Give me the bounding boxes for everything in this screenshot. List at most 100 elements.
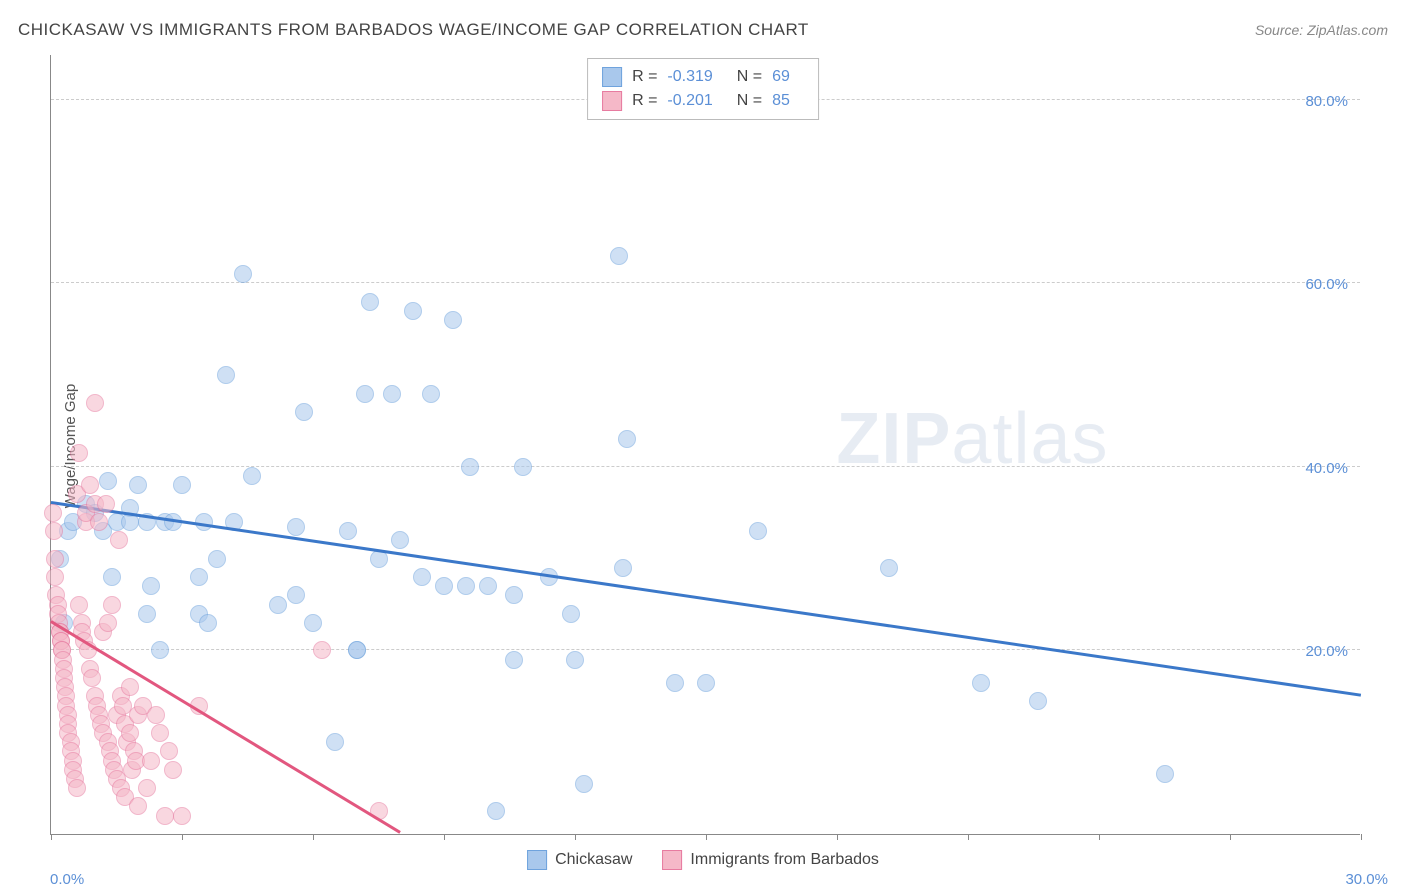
legend-label: Chickasaw: [555, 851, 632, 869]
data-point: [339, 522, 357, 540]
x-tick: [1361, 834, 1362, 840]
data-point: [610, 247, 628, 265]
watermark: ZIPatlas: [836, 398, 1108, 480]
data-point: [666, 674, 684, 692]
data-point: [46, 550, 64, 568]
legend-swatch: [602, 67, 622, 87]
legend-item: Chickasaw: [527, 850, 632, 870]
gridline: [51, 466, 1360, 467]
data-point: [269, 596, 287, 614]
data-point: [243, 467, 261, 485]
x-tick: [444, 834, 445, 840]
data-point: [156, 807, 174, 825]
data-point: [99, 614, 117, 632]
data-point: [151, 724, 169, 742]
r-label: R =: [632, 92, 657, 110]
data-point: [295, 403, 313, 421]
data-point: [129, 476, 147, 494]
chart-title: CHICKASAW VS IMMIGRANTS FROM BARBADOS WA…: [18, 20, 809, 40]
correlation-legend: R =-0.319N =69R =-0.201N =85: [587, 58, 819, 120]
data-point: [70, 444, 88, 462]
data-point: [86, 394, 104, 412]
data-point: [234, 265, 252, 283]
data-point: [142, 577, 160, 595]
data-point: [46, 568, 64, 586]
data-point: [326, 733, 344, 751]
data-point: [173, 476, 191, 494]
data-point: [70, 596, 88, 614]
x-tick: [575, 834, 576, 840]
data-point: [1156, 765, 1174, 783]
data-point: [208, 550, 226, 568]
data-point: [422, 385, 440, 403]
data-point: [479, 577, 497, 595]
data-point: [461, 458, 479, 476]
legend-row: R =-0.201N =85: [602, 89, 804, 113]
data-point: [614, 559, 632, 577]
r-label: R =: [632, 68, 657, 86]
x-tick: [706, 834, 707, 840]
data-point: [199, 614, 217, 632]
data-point: [304, 614, 322, 632]
r-value: -0.319: [667, 68, 712, 86]
x-tick: [182, 834, 183, 840]
y-tick-label: 40.0%: [1305, 460, 1348, 477]
data-point: [45, 522, 63, 540]
data-point: [81, 476, 99, 494]
data-point: [505, 651, 523, 669]
trend-line: [51, 501, 1361, 696]
data-point: [361, 293, 379, 311]
data-point: [391, 531, 409, 549]
data-point: [103, 596, 121, 614]
data-point: [103, 568, 121, 586]
gridline: [51, 282, 1360, 283]
x-tick-label-first: 0.0%: [50, 871, 84, 888]
data-point: [129, 797, 147, 815]
x-tick: [837, 834, 838, 840]
data-point: [147, 706, 165, 724]
data-point: [972, 674, 990, 692]
data-point: [413, 568, 431, 586]
source-label: Source: ZipAtlas.com: [1255, 22, 1388, 38]
legend-swatch: [602, 91, 622, 111]
data-point: [90, 513, 108, 531]
data-point: [404, 302, 422, 320]
plot-area: ZIPatlas 20.0%40.0%60.0%80.0%: [50, 55, 1360, 835]
legend-label: Immigrants from Barbados: [690, 851, 879, 869]
data-point: [566, 651, 584, 669]
data-point: [287, 586, 305, 604]
data-point: [138, 779, 156, 797]
chart-header: CHICKASAW VS IMMIGRANTS FROM BARBADOS WA…: [18, 20, 1388, 40]
legend-item: Immigrants from Barbados: [662, 850, 879, 870]
y-tick-label: 60.0%: [1305, 276, 1348, 293]
data-point: [138, 605, 156, 623]
x-tick: [1230, 834, 1231, 840]
data-point: [487, 802, 505, 820]
legend-swatch: [527, 850, 547, 870]
data-point: [190, 568, 208, 586]
n-label: N =: [737, 68, 762, 86]
data-point: [287, 518, 305, 536]
data-point: [575, 775, 593, 793]
data-point: [356, 385, 374, 403]
data-point: [348, 641, 366, 659]
data-point: [99, 472, 117, 490]
data-point: [880, 559, 898, 577]
data-point: [505, 586, 523, 604]
legend-row: R =-0.319N =69: [602, 65, 804, 89]
x-tick-label-last: 30.0%: [1345, 871, 1388, 888]
data-point: [514, 458, 532, 476]
series-legend: Chickasaw Immigrants from Barbados: [527, 850, 879, 870]
data-point: [68, 779, 86, 797]
data-point: [1029, 692, 1047, 710]
x-tick: [51, 834, 52, 840]
y-tick-label: 20.0%: [1305, 643, 1348, 660]
data-point: [160, 742, 178, 760]
data-point: [164, 761, 182, 779]
data-point: [457, 577, 475, 595]
gridline: [51, 649, 1360, 650]
n-label: N =: [737, 92, 762, 110]
data-point: [618, 430, 636, 448]
data-point: [151, 641, 169, 659]
data-point: [121, 724, 139, 742]
